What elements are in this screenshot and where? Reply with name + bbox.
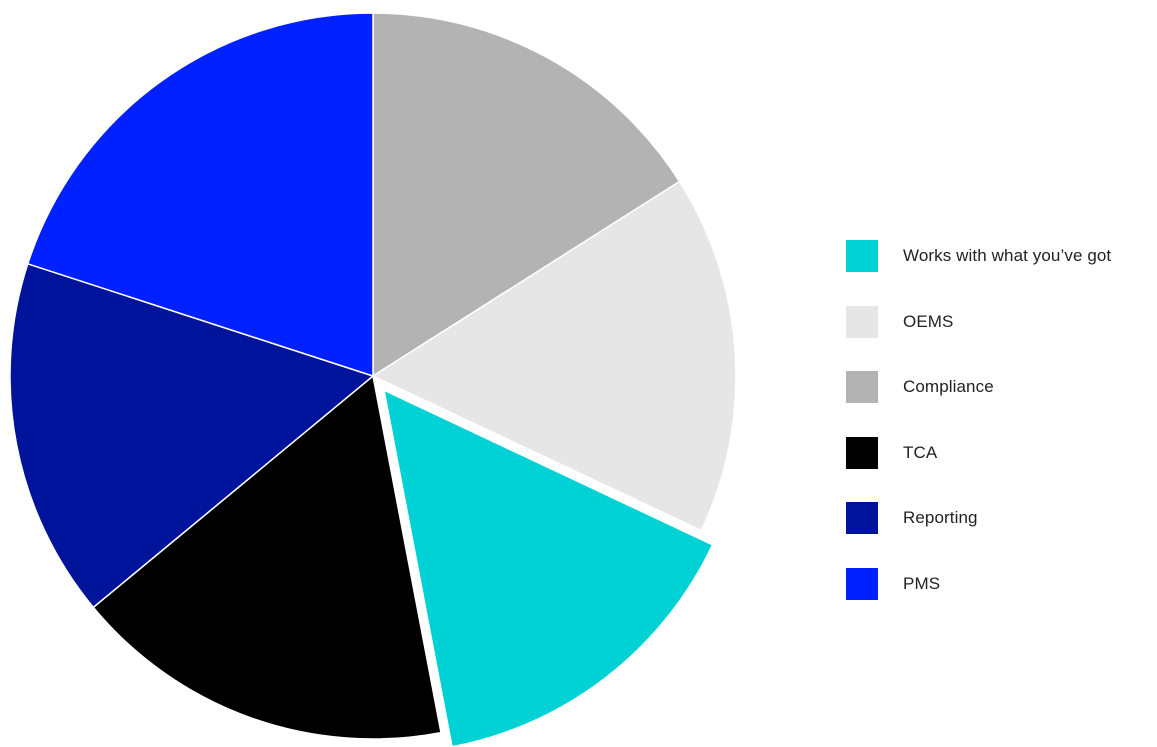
legend-swatch bbox=[846, 436, 878, 469]
legend-label: Works with what you’ve got bbox=[903, 246, 1112, 265]
legend-swatch bbox=[846, 305, 878, 338]
pie-slice-oems bbox=[372, 180, 737, 532]
legend-item-oems: OEMS bbox=[846, 305, 1157, 338]
legend-swatch bbox=[846, 371, 878, 403]
pie-slice-tca bbox=[92, 375, 442, 740]
legend-item-compliance: Compliance bbox=[846, 371, 1157, 403]
legend-label: PMS bbox=[903, 573, 941, 593]
legend-item-tca: TCA bbox=[846, 436, 1157, 469]
legend-swatch bbox=[846, 502, 878, 534]
legend-item-pms: PMS bbox=[846, 567, 1157, 600]
legend-item-works-with-what-youve-got: Works with what you’ve got bbox=[846, 240, 1157, 272]
pie-slice-works-with-what-you-ve-got bbox=[383, 389, 714, 747]
legend-item-reporting: Reporting bbox=[846, 502, 1157, 534]
legend: Works with what you’ve got OEMS Complian… bbox=[846, 240, 1157, 633]
legend-label: OEMS bbox=[903, 311, 954, 331]
pie-slice-reporting bbox=[9, 263, 374, 609]
legend-label: Reporting bbox=[903, 508, 978, 527]
legend-swatch bbox=[846, 240, 878, 272]
pie-slice-pms bbox=[27, 12, 374, 377]
legend-label: TCA bbox=[903, 442, 938, 462]
pie-slice-compliance bbox=[372, 12, 681, 377]
legend-swatch bbox=[846, 567, 878, 600]
legend-label: Compliance bbox=[903, 377, 994, 396]
